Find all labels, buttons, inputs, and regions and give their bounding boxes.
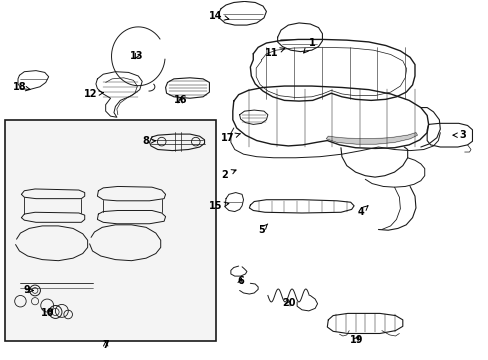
Text: 19: 19: [349, 334, 363, 345]
Text: 1: 1: [303, 38, 315, 53]
Text: 6: 6: [237, 276, 244, 286]
Text: 4: 4: [357, 206, 367, 217]
Text: 8: 8: [142, 136, 155, 146]
Text: 15: 15: [209, 201, 228, 211]
Text: 9: 9: [23, 285, 33, 296]
Text: 5: 5: [258, 224, 267, 235]
Text: 3: 3: [452, 130, 466, 140]
Text: 14: 14: [209, 11, 228, 21]
Text: 13: 13: [129, 51, 143, 61]
Text: 11: 11: [264, 48, 284, 58]
Bar: [5, 120, 216, 341]
Text: 18: 18: [13, 82, 30, 93]
Text: 16: 16: [173, 95, 186, 105]
Text: 7: 7: [102, 340, 109, 350]
Polygon shape: [325, 133, 417, 144]
Text: 2: 2: [221, 170, 236, 180]
Text: 17: 17: [221, 133, 240, 143]
Text: 10: 10: [41, 309, 55, 318]
Text: 12: 12: [84, 89, 103, 99]
Text: 20: 20: [282, 298, 295, 308]
